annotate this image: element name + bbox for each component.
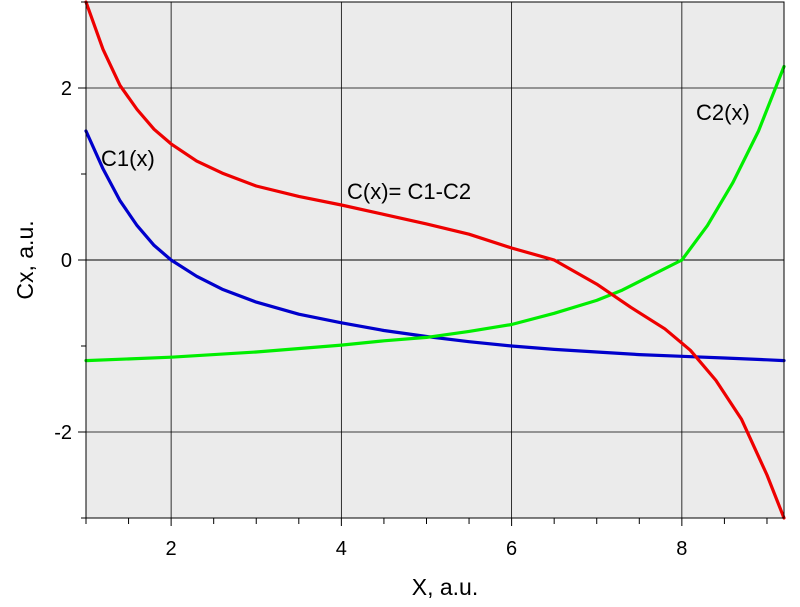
x-axis-title: X, a.u. bbox=[412, 574, 478, 600]
tick-marks bbox=[78, 1, 768, 526]
series-label-c: C(x)= C1-C2 bbox=[347, 179, 471, 204]
series-label-c1: C1(x) bbox=[101, 146, 155, 171]
x-tick-label: 6 bbox=[506, 538, 517, 560]
y-axis-title: Cx, a.u. bbox=[12, 220, 38, 299]
y-tick-label: 0 bbox=[61, 250, 72, 272]
series-line-3 bbox=[84, 0, 786, 520]
x-tick-label: 2 bbox=[166, 538, 177, 560]
series-layer bbox=[84, 0, 786, 520]
series-line-2 bbox=[84, 64, 786, 363]
series-line-1 bbox=[84, 129, 786, 363]
tick-labels: 2 4 6 8 2 0 -2 bbox=[54, 78, 687, 560]
y-tick-label: -2 bbox=[54, 422, 72, 444]
x-tick-label: 8 bbox=[676, 538, 687, 560]
y-tick-label: 2 bbox=[61, 78, 72, 100]
x-tick-label: 4 bbox=[336, 538, 347, 560]
series-label-c2: C2(x) bbox=[696, 100, 750, 125]
